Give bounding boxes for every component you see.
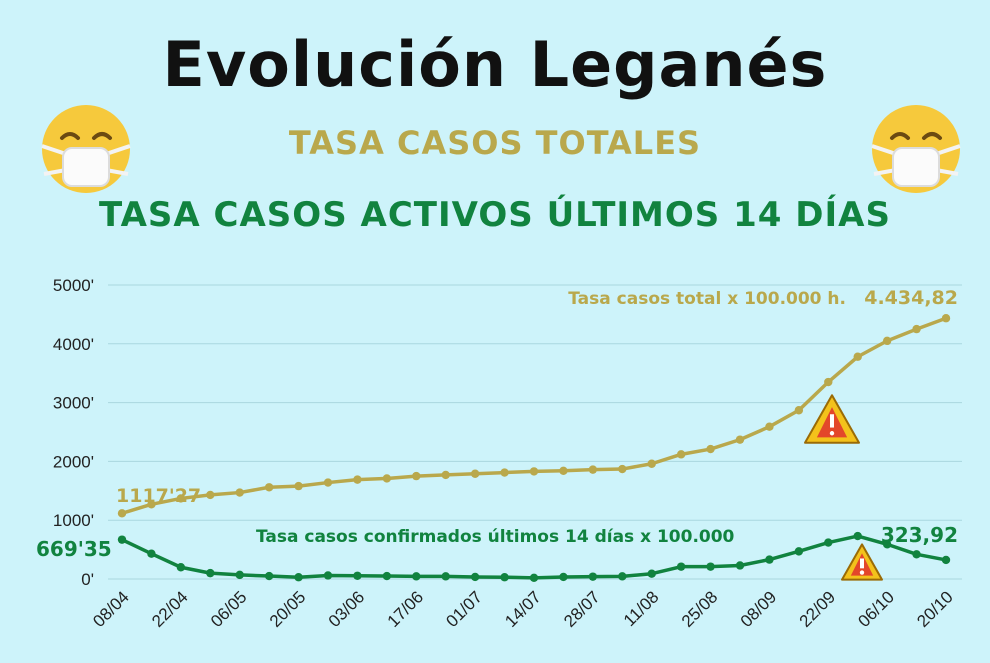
data-point [559,572,568,582]
data-label-end-total: 4.434,82 [864,287,958,309]
face-with-mask-icon [871,105,961,193]
data-point [323,571,333,580]
y-tick-label: 3000' [53,394,94,413]
data-point [176,563,186,572]
data-point [765,422,774,431]
data-point [264,571,274,581]
data-point [941,314,951,323]
data-point [235,570,244,580]
y-axis-ticks: 0' 1000' 2000' 3000' 4000' 5000' [53,276,94,589]
x-tick-label: 08/09 [737,587,781,631]
data-point [500,468,509,477]
data-point [853,352,862,361]
warning-icon [804,394,860,444]
x-tick-label: 22/09 [796,587,840,631]
data-label-start-active: 669'35 [36,537,112,561]
subtitle-total-cases: TASA CASOS TOTALES [288,124,702,162]
data-point [235,488,244,497]
data-point [676,450,686,459]
data-point [264,483,274,492]
x-tick-label: 06/05 [207,587,251,631]
data-point [882,540,892,549]
x-tick-label: 28/07 [560,587,604,631]
x-tick-label: 20/10 [913,587,957,631]
x-tick-label: 03/06 [325,587,369,631]
data-point [824,538,833,547]
data-point [647,569,656,578]
y-tick-label: 2000' [53,452,94,471]
data-point [382,474,392,483]
series-total-cases [117,314,951,518]
data-point [529,467,539,476]
series-active-cases [117,531,951,583]
face-with-mask-icon [41,105,131,193]
data-point [441,470,450,480]
warning-icon [841,543,883,581]
data-point [470,469,480,478]
data-point [147,549,156,558]
data-point [588,572,598,581]
data-point [618,464,627,474]
data-point [824,377,833,387]
x-tick-label: 22/04 [148,587,192,631]
data-point [706,562,715,571]
data-point [441,572,450,581]
data-point [176,494,186,503]
data-point [676,562,686,571]
data-point [618,572,627,581]
data-point [735,435,745,444]
data-point [912,550,921,559]
x-tick-label: 08/04 [89,587,133,631]
subtitle-active-cases: TASA CASOS ACTIVOS ÚLTIMOS 14 DÍAS [99,195,891,235]
data-point [706,444,715,454]
data-point [794,406,804,415]
y-tick-label: 4000' [53,335,94,354]
data-label-end-active: 323,92 [881,523,958,547]
data-point [470,572,480,582]
x-axis-ticks: 08/04 22/04 06/05 20/05 03/06 17/06 01/07 14/07… [89,587,957,631]
data-point [853,531,862,541]
data-point [353,571,362,580]
data-point [117,509,127,518]
data-point [147,500,156,509]
x-tick-label: 17/06 [384,587,428,631]
y-tick-label: 0' [81,570,94,589]
data-point [294,573,303,582]
data-point [206,568,215,578]
x-tick-label: 01/07 [442,587,486,631]
data-point [559,466,568,476]
data-point [735,561,745,570]
data-point [941,555,951,565]
data-label-start-total: 1117'27 [116,485,201,507]
data-point [323,478,333,487]
data-point [912,324,921,334]
data-point [588,465,598,474]
x-tick-label: 11/08 [620,587,663,630]
y-tick-label: 5000' [53,276,94,295]
x-tick-label: 06/10 [854,587,898,631]
data-point [412,471,421,481]
data-point [882,336,892,346]
data-point [500,573,509,582]
data-point [294,481,303,491]
page-title: Evolución Leganés [162,28,828,101]
annotations: 1117'27 4.434,82 Tasa casos total x 100.00… [36,287,958,561]
series-label-active: Tasa casos confirmados últimos 14 días x… [256,527,735,547]
x-tick-label: 25/08 [678,587,722,631]
warnings [804,394,883,581]
series-label-total: Tasa casos total x 100.000 h. [568,289,846,309]
data-point [206,490,215,500]
data-point [412,572,421,581]
x-tick-label: 20/05 [266,587,310,631]
data-point [647,459,656,468]
x-tick-label: 14/07 [501,587,545,631]
data-point [765,555,774,564]
data-point [353,475,362,484]
data-point [794,547,804,556]
data-point [382,571,392,581]
y-tick-label: 1000' [53,511,94,530]
data-point [529,573,539,583]
data-point [117,535,127,544]
